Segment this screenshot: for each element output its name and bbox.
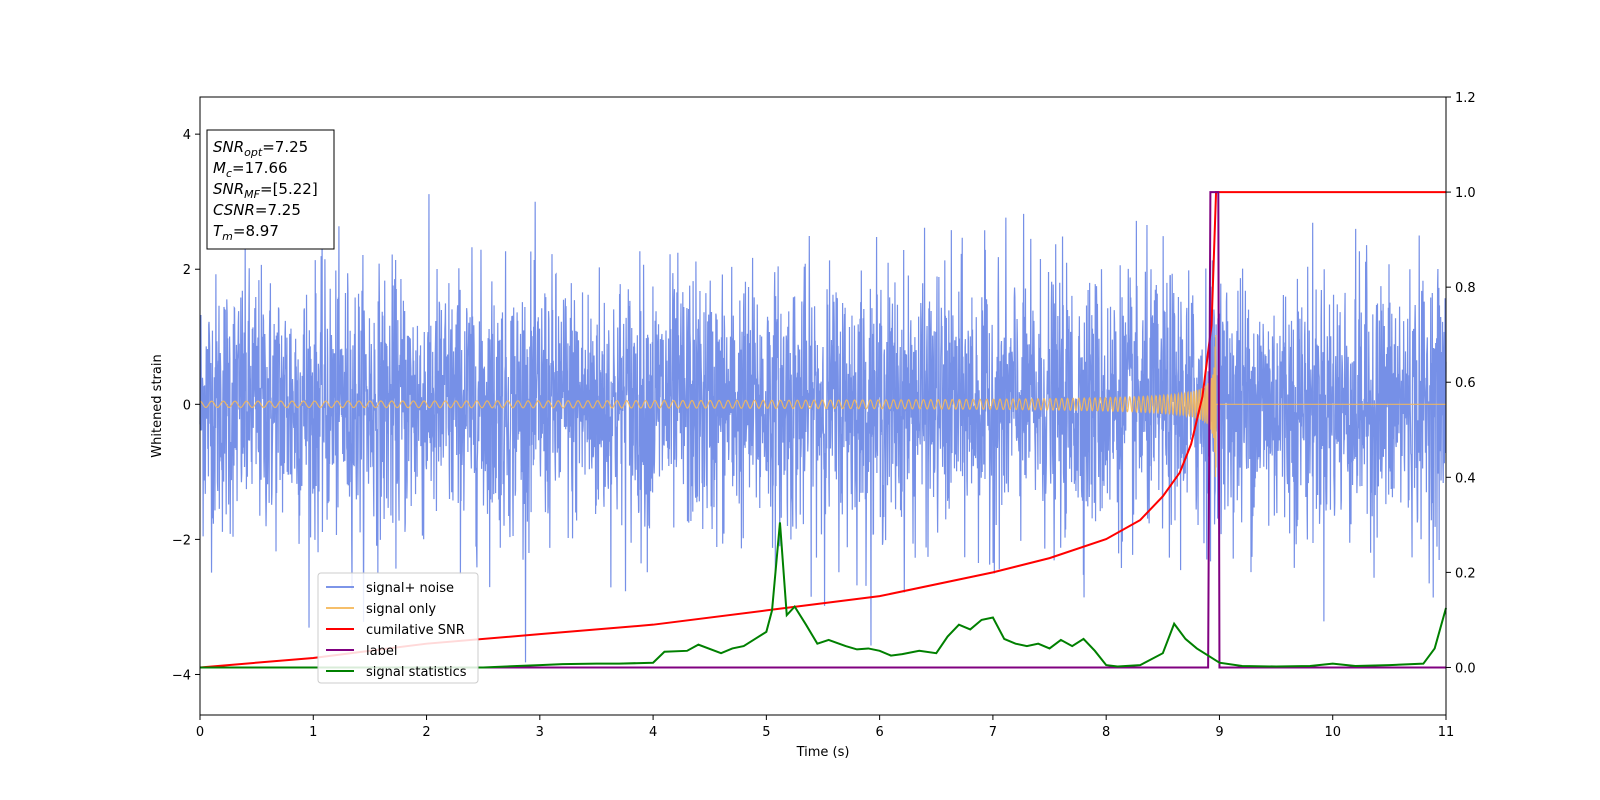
info-box-line: Tm=8.97 bbox=[213, 222, 279, 243]
info-box-frame bbox=[206, 129, 335, 250]
y-left-tick-label: 0 bbox=[183, 398, 191, 413]
y-left-tick-label: −4 bbox=[172, 668, 191, 683]
plot-frame bbox=[199, 96, 1447, 716]
y-right-tick-label: 0.8 bbox=[1455, 281, 1476, 296]
series-signal-statistics-line bbox=[200, 522, 1447, 669]
y-right-tick-label: 0.2 bbox=[1455, 566, 1476, 581]
series-cumilative-snr-line bbox=[199, 191, 1446, 669]
series-label-line bbox=[200, 191, 1446, 669]
x-tick-label: 11 bbox=[1438, 725, 1455, 740]
info-box-line: SNRMF=[5.22] bbox=[213, 180, 318, 201]
y-right-tick-label: 0.6 bbox=[1455, 376, 1476, 391]
legend-label-signal-only: signal only bbox=[366, 602, 436, 617]
legend-frame bbox=[317, 572, 479, 684]
y-left-tick-label: 4 bbox=[183, 128, 191, 143]
series-signal-only-line bbox=[199, 334, 1446, 478]
x-tick-label: 5 bbox=[762, 725, 770, 740]
legend-label-signal-statistics: signal statistics bbox=[366, 665, 467, 680]
x-tick-label: 7 bbox=[989, 725, 997, 740]
legend-label-signal-noise: signal+ noise bbox=[366, 581, 454, 596]
x-tick-label: 1 bbox=[309, 725, 317, 740]
y-right-tick-label: 1.0 bbox=[1455, 186, 1476, 201]
info-box-line: SNRopt=7.25 bbox=[213, 138, 308, 159]
x-tick-label: 0 bbox=[196, 725, 204, 740]
x-tick-label: 4 bbox=[649, 725, 657, 740]
legend-label-cumilative-snr: cumilative SNR bbox=[366, 623, 465, 638]
y-right-tick-label: 1.2 bbox=[1455, 91, 1476, 106]
info-box-line: CSNR=7.25 bbox=[213, 201, 301, 219]
legend: signal+ noise signal only cumilative SNR la… bbox=[317, 572, 479, 684]
x-tick-label: 3 bbox=[536, 725, 544, 740]
y-right-tick-label: 0.0 bbox=[1455, 661, 1476, 676]
x-tick-label: 2 bbox=[422, 725, 430, 740]
series-signal-noise-line bbox=[199, 194, 1447, 663]
y-left-tick-label: 2 bbox=[183, 263, 191, 278]
y-left-tick-label: −2 bbox=[172, 533, 191, 548]
x-tick-label: 8 bbox=[1102, 725, 1110, 740]
x-axis-label: Time (s) bbox=[796, 745, 850, 760]
x-tick-label: 6 bbox=[875, 725, 883, 740]
x-tick-label: 9 bbox=[1215, 725, 1223, 740]
y-axis-label: Whitened strain bbox=[150, 354, 165, 457]
x-tick-label: 10 bbox=[1324, 725, 1341, 740]
series-layer bbox=[199, 191, 1447, 669]
info-box: SNRopt=7.25Mc=17.66SNRMF=[5.22]CSNR=7.25… bbox=[206, 129, 335, 250]
legend-label-label: label bbox=[366, 644, 397, 659]
info-box-line: Mc=17.66 bbox=[213, 159, 288, 180]
ticks-layer: 0 1 2 3 4 5 6 7 8 9 10 11 −4 −2 0 2 4 0.0 0.2 0.4 0.6 0.8 1.0 1… bbox=[172, 91, 1476, 740]
y-right-tick-label: 0.4 bbox=[1455, 471, 1476, 486]
